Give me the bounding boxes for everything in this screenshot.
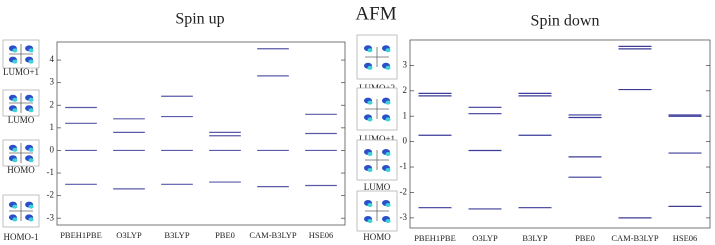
y-tick-label: -1 (47, 167, 55, 177)
orbital-lobe (385, 152, 391, 156)
orbital-lobe (385, 100, 391, 105)
plot-frame (56, 41, 346, 226)
x-tick-label: PBE0 (575, 233, 595, 243)
y-tick-label: 3 (403, 59, 408, 69)
orbital-lobe (367, 100, 373, 105)
orbital-label: LUMO+1 (359, 134, 395, 144)
orbital-thumbnail (2, 39, 40, 69)
x-tick-label: PBE0 (215, 230, 235, 240)
x-tick-label: PBEH1PBE (414, 233, 456, 243)
y-tick-label: -1 (400, 161, 408, 171)
y-tick-label: 2 (50, 99, 55, 109)
y-tick-label: 3 (50, 77, 55, 87)
orbital-lobe (367, 117, 373, 122)
orbital-label: HOMO (363, 232, 391, 242)
chart-title: Spin up (175, 11, 224, 28)
orbital-label: LUMO+1 (3, 67, 39, 77)
orbital-lobe (12, 108, 18, 113)
y-tick-label: -3 (47, 212, 55, 222)
orbital-thumbnail (2, 89, 40, 117)
y-tick-label: -2 (47, 190, 55, 200)
orbital-lobe (385, 168, 391, 172)
orbital-lobe (28, 59, 34, 64)
orbital-lobe (367, 203, 373, 207)
orbital-lobe (367, 168, 373, 172)
x-tick-label: HSE06 (309, 230, 334, 240)
orbital-lobe (28, 158, 34, 163)
x-tick-label: PBEH1PBE (60, 230, 102, 240)
orbital-lobe (367, 152, 373, 156)
orbital-lobe (12, 147, 18, 152)
x-tick-label: B3LYP (522, 233, 547, 243)
orbital-lobe (12, 59, 18, 64)
figure-title: AFM (355, 3, 396, 24)
orbital-lobe (28, 217, 34, 222)
x-tick-label: CAM-B3LYP (611, 233, 659, 243)
orbital-thumbnail (356, 139, 398, 181)
orbital-label: LUMO (8, 115, 35, 125)
orbital-lobe (12, 97, 18, 102)
orbital-thumbnail (2, 194, 40, 228)
y-tick-label: -2 (400, 186, 408, 196)
orbital-lobe (12, 204, 18, 209)
orbital-label: HOMO-1 (4, 232, 39, 242)
y-tick-label: 0 (50, 145, 55, 155)
y-tick-label: -3 (400, 212, 408, 222)
x-tick-label: HSE06 (673, 233, 698, 243)
y-tick-label: 1 (50, 122, 55, 132)
y-tick-label: 1 (403, 110, 408, 120)
orbital-lobe (385, 48, 391, 53)
x-tick-label: O3LYP (472, 233, 498, 243)
orbital-lobe (28, 97, 34, 102)
orbital-lobe (12, 158, 18, 163)
orbital-label: LUMO (364, 182, 391, 192)
orbital-label: HOMO (7, 165, 35, 175)
y-tick-label: 2 (403, 85, 408, 95)
y-tick-label: 4 (50, 54, 55, 64)
orbital-lobe (12, 217, 18, 222)
orbital-thumbnail (356, 34, 398, 80)
orbital-lobe (28, 147, 34, 152)
orbital-lobe (367, 65, 373, 70)
orbital-lobe (385, 65, 391, 70)
x-tick-label: CAM-B3LYP (249, 230, 297, 240)
plot-frame (409, 39, 711, 229)
orbital-lobe (385, 203, 391, 207)
orbital-lobe (385, 117, 391, 122)
orbital-lobe (367, 48, 373, 53)
orbital-lobe (367, 219, 373, 223)
orbital-lobe (28, 48, 34, 53)
x-tick-label: O3LYP (116, 230, 142, 240)
orbital-thumbnail (2, 139, 40, 167)
x-tick-label: B3LYP (164, 230, 189, 240)
chart-title: Spin down (531, 13, 600, 30)
y-tick-label: 0 (403, 136, 408, 146)
orbital-lobe (28, 108, 34, 113)
orbital-thumbnail (356, 190, 398, 232)
orbital-lobe (28, 204, 34, 209)
orbital-lobe (12, 48, 18, 53)
orbital-thumbnail (356, 87, 398, 131)
orbital-lobe (385, 219, 391, 223)
